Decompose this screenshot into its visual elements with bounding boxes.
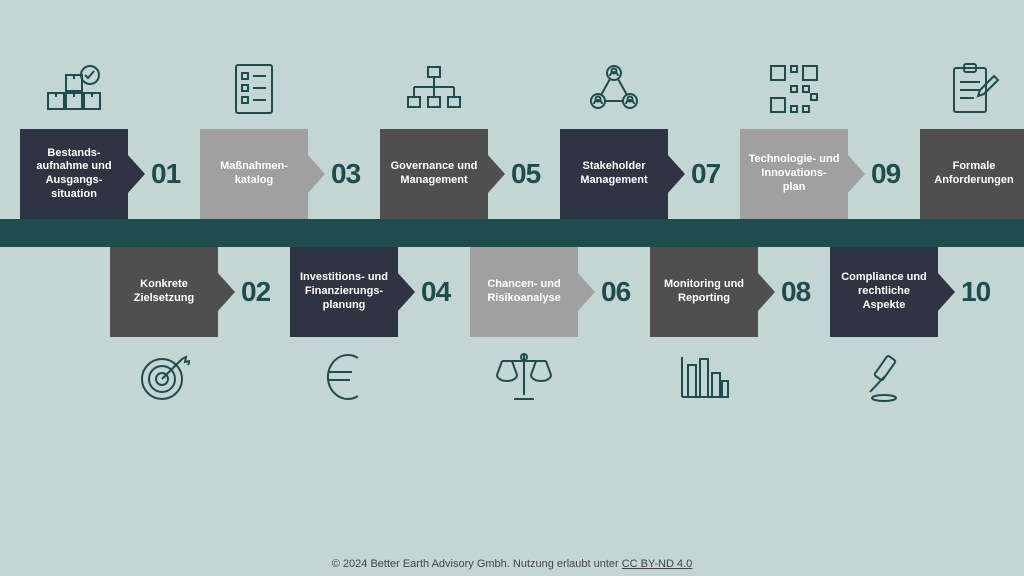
step-number: 10: [961, 276, 990, 308]
process-step-03: Maßnahmen-katalog 03: [200, 129, 360, 219]
step-label-box: Stakeholder Management: [560, 129, 668, 219]
step-label-box: Governance und Management: [380, 129, 488, 219]
step-arrow: [397, 272, 415, 312]
process-step-11: Formale Anforderungen11: [920, 129, 1024, 219]
step-arrow: [487, 154, 505, 194]
step-number: 07: [691, 158, 720, 190]
step-number: 05: [511, 158, 540, 190]
boxes-check-icon: [20, 61, 128, 117]
process-step-10: Compliance und rechtliche Aspekte 10: [830, 247, 990, 337]
footer: © 2024 Better Earth Advisory Gmbh. Nutzu…: [0, 558, 1024, 570]
step-number: 01: [151, 158, 180, 190]
process-step-04: Investitions- und Finanzierungs-planung 0…: [290, 247, 450, 337]
step-label-box: Compliance und rechtliche Aspekte: [830, 247, 938, 337]
step-arrow: [127, 154, 145, 194]
clipboard-pen-icon: [920, 61, 1024, 117]
gavel-icon: [830, 349, 938, 405]
step-arrow: [307, 154, 325, 194]
org-chart-icon: [380, 61, 488, 117]
scale-icon: [470, 349, 578, 405]
process-step-05: Governance und Management 05: [380, 129, 540, 219]
step-arrow: [667, 154, 685, 194]
step-arrow: [757, 272, 775, 312]
step-number: 06: [601, 276, 630, 308]
euro-icon: [290, 349, 398, 405]
step-label-box: Formale Anforderungen: [920, 129, 1024, 219]
process-step-06: Chancen- und Risikoanalyse 06: [470, 247, 630, 337]
bar-chart-icon: [650, 349, 758, 405]
checklist-icon: [200, 61, 308, 117]
step-label-box: Investitions- und Finanzierungs-planung: [290, 247, 398, 337]
footer-license-link[interactable]: CC BY-ND 4.0: [622, 558, 693, 570]
process-step-01: Bestands-aufnahme und Ausgangs-situation…: [20, 129, 180, 219]
process-step-09: Technologie- und Innovations-plan 09: [740, 129, 900, 219]
step-arrow: [577, 272, 595, 312]
step-label-box: Maßnahmen-katalog: [200, 129, 308, 219]
step-label-box: Bestands-aufnahme und Ausgangs-situation: [20, 129, 128, 219]
step-arrow: [217, 272, 235, 312]
step-label-box: Technologie- und Innovations-plan: [740, 129, 848, 219]
process-step-08: Monitoring und Reporting 08: [650, 247, 810, 337]
step-label-box: Konkrete Zielsetzung: [110, 247, 218, 337]
step-number: 09: [871, 158, 900, 190]
qr-pattern-icon: [740, 61, 848, 117]
process-step-02: Konkrete Zielsetzung 02: [110, 247, 270, 337]
center-bar: [0, 219, 1024, 247]
step-arrow: [937, 272, 955, 312]
process-step-07: Stakeholder Management 07: [560, 129, 720, 219]
step-label-box: Chancen- und Risikoanalyse: [470, 247, 578, 337]
process-diagram: Bestands-aufnahme und Ausgangs-situation…: [0, 0, 1024, 576]
step-arrow: [847, 154, 865, 194]
footer-copyright: © 2024 Better Earth Advisory Gmbh. Nutzu…: [332, 558, 622, 570]
step-number: 04: [421, 276, 450, 308]
step-number: 03: [331, 158, 360, 190]
step-label-box: Monitoring und Reporting: [650, 247, 758, 337]
step-number: 02: [241, 276, 270, 308]
people-network-icon: [560, 61, 668, 117]
target-icon: [110, 349, 218, 405]
step-number: 08: [781, 276, 810, 308]
